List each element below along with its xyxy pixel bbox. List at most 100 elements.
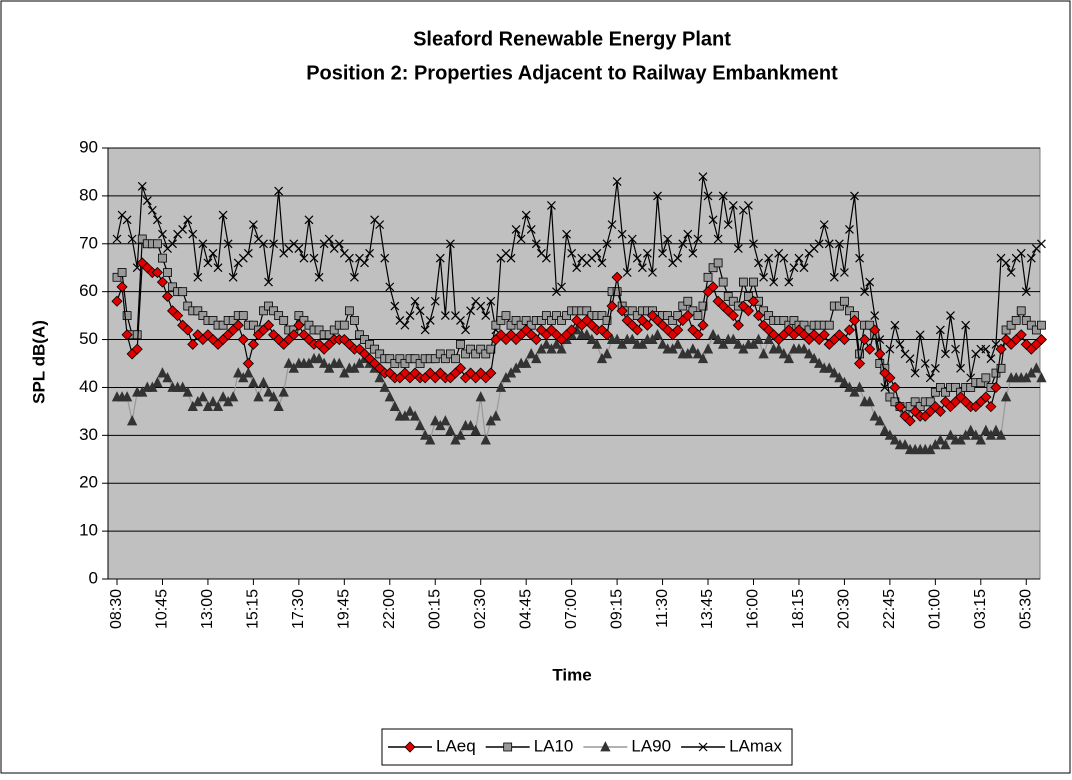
marker bbox=[193, 306, 203, 316]
marker bbox=[294, 311, 304, 321]
x-tick-label: 05:30 bbox=[1017, 589, 1034, 629]
marker bbox=[365, 339, 374, 349]
marker bbox=[269, 239, 279, 249]
marker bbox=[415, 359, 425, 368]
marker bbox=[163, 268, 172, 277]
marker bbox=[435, 349, 445, 359]
marker bbox=[476, 344, 486, 354]
marker bbox=[602, 315, 612, 325]
marker bbox=[673, 253, 683, 263]
marker bbox=[1011, 315, 1021, 325]
marker bbox=[697, 352, 709, 364]
marker bbox=[602, 239, 612, 249]
marker bbox=[440, 311, 450, 321]
marker bbox=[203, 258, 213, 268]
marker bbox=[475, 391, 486, 402]
marker bbox=[490, 410, 502, 421]
marker bbox=[122, 215, 132, 225]
marker bbox=[481, 311, 491, 321]
marker bbox=[547, 201, 556, 210]
x-tick-label: 13:00 bbox=[199, 589, 216, 629]
marker bbox=[183, 301, 193, 311]
marker bbox=[975, 434, 986, 445]
marker bbox=[597, 258, 607, 268]
marker bbox=[707, 328, 719, 340]
marker bbox=[956, 363, 966, 373]
marker bbox=[798, 343, 810, 354]
marker bbox=[435, 253, 445, 263]
marker bbox=[970, 429, 981, 440]
marker bbox=[1006, 320, 1016, 330]
marker bbox=[511, 224, 521, 234]
marker bbox=[456, 315, 465, 325]
marker bbox=[178, 224, 188, 234]
marker bbox=[616, 305, 628, 317]
y-axis-label: SPL dB(A) bbox=[29, 320, 48, 404]
x-tick-label: 01:00 bbox=[927, 589, 944, 629]
marker bbox=[834, 371, 845, 383]
marker bbox=[637, 263, 647, 273]
marker bbox=[990, 381, 1002, 394]
marker bbox=[692, 329, 704, 341]
marker bbox=[742, 305, 755, 317]
marker bbox=[749, 277, 758, 287]
marker bbox=[870, 311, 880, 321]
x-tick-label: 15:15 bbox=[245, 589, 262, 629]
y-tick-label: 30 bbox=[79, 425, 98, 444]
marker bbox=[314, 272, 324, 282]
marker bbox=[274, 186, 284, 196]
marker bbox=[238, 311, 248, 321]
marker bbox=[131, 343, 143, 355]
marker bbox=[895, 339, 905, 349]
x-tick-label: 16:00 bbox=[745, 589, 762, 629]
marker bbox=[712, 333, 724, 344]
marker bbox=[622, 268, 632, 277]
x-axis-label: Time bbox=[552, 665, 591, 684]
marker bbox=[112, 272, 122, 282]
marker bbox=[925, 373, 935, 383]
legend-marker bbox=[503, 742, 513, 752]
marker bbox=[606, 300, 618, 312]
marker bbox=[1026, 253, 1036, 263]
marker bbox=[213, 263, 223, 273]
marker bbox=[728, 333, 739, 344]
marker bbox=[611, 271, 623, 283]
marker bbox=[789, 315, 799, 325]
marker bbox=[779, 315, 789, 325]
marker bbox=[247, 338, 259, 350]
marker bbox=[521, 357, 532, 368]
marker bbox=[1016, 248, 1026, 258]
legend-marker bbox=[600, 741, 611, 752]
marker bbox=[223, 239, 233, 249]
marker bbox=[193, 272, 203, 282]
marker bbox=[521, 210, 531, 220]
marker bbox=[375, 349, 385, 359]
y-tick-label: 0 bbox=[89, 568, 98, 587]
marker bbox=[838, 333, 850, 346]
marker bbox=[208, 315, 218, 325]
marker bbox=[207, 395, 219, 407]
marker bbox=[157, 367, 168, 378]
marker bbox=[461, 325, 470, 335]
marker bbox=[506, 320, 516, 330]
marker bbox=[259, 239, 268, 249]
marker bbox=[419, 429, 431, 440]
marker bbox=[829, 367, 840, 378]
marker bbox=[480, 434, 491, 445]
marker bbox=[935, 383, 945, 392]
marker bbox=[531, 352, 542, 364]
marker bbox=[733, 244, 743, 253]
marker bbox=[678, 301, 688, 311]
marker bbox=[355, 330, 364, 340]
marker bbox=[121, 329, 133, 341]
marker bbox=[884, 372, 896, 384]
marker bbox=[1001, 325, 1011, 335]
marker bbox=[299, 315, 309, 325]
marker bbox=[940, 439, 951, 450]
marker bbox=[420, 325, 430, 335]
marker bbox=[112, 234, 122, 244]
y-tick-label: 10 bbox=[79, 521, 98, 540]
marker bbox=[799, 263, 809, 273]
marker bbox=[127, 234, 137, 244]
marker bbox=[318, 357, 330, 368]
